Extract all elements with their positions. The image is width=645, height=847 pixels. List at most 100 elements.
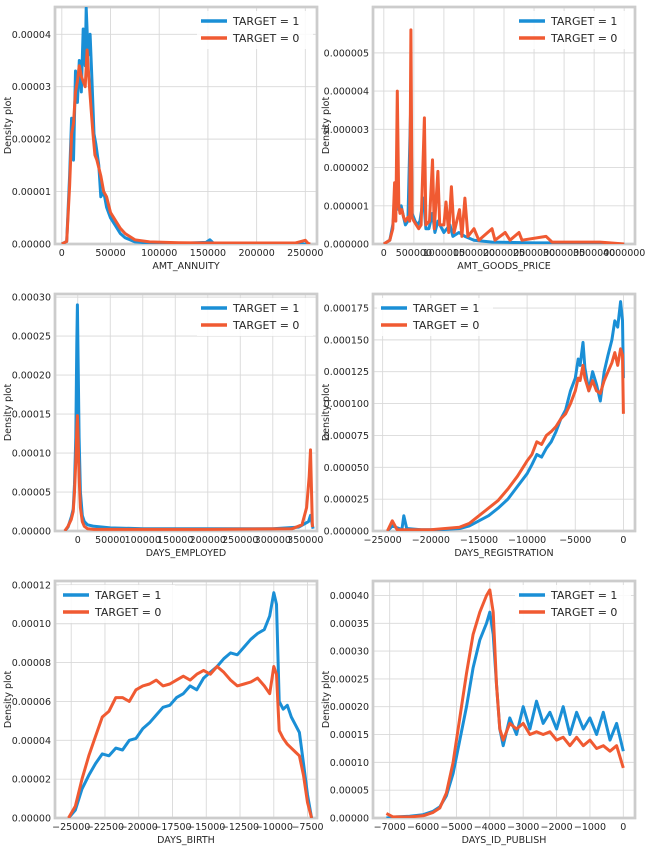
density-line: [63, 414, 314, 531]
legend: TARGET = 1 TARGET = 0: [59, 585, 175, 623]
x-axis-label: AMT_GOODS_PRICE: [457, 261, 550, 272]
plot-border: [371, 579, 637, 820]
legend: TARGET = 1 TARGET = 0: [515, 585, 631, 623]
x-tick-label: 1500000: [453, 248, 495, 259]
y-tick-label: 0.000150: [324, 335, 369, 346]
legend-box: [377, 298, 493, 336]
y-tick-label: 0.00010: [330, 758, 369, 769]
density-panel: −7000 −6000 −5000 −4000 −3000 −2000 −1000 0 0.00…: [321, 579, 637, 846]
y-tick-label: 0.00000: [12, 240, 51, 251]
legend-entry: TARGET = 1: [232, 15, 299, 28]
density-panel: 0 50000 1000001500002000002500003000003500…: [3, 293, 323, 559]
y-tick-label: 0.00015: [12, 410, 51, 421]
legend-entry: TARGET = 1: [550, 15, 617, 28]
y-axis-label: Density plot: [3, 671, 14, 729]
x-tick-label: −25000: [52, 822, 90, 833]
x-tick-label: −15000: [187, 822, 225, 833]
y-tick-label: 0.00025: [12, 332, 51, 343]
x-axis-label: DAYS_BIRTH: [157, 835, 215, 846]
x-tick-label: 250000: [222, 535, 258, 546]
x-axis-label: DAYS_EMPLOYED: [146, 548, 226, 559]
y-axis-label: Density plot: [321, 97, 332, 155]
legend-entry: TARGET = 0: [550, 606, 617, 619]
y-tick-label: 0.000175: [324, 304, 369, 315]
y-tick-label: 0.000002: [324, 163, 369, 174]
legend-entry: TARGET = 1: [550, 589, 617, 602]
plot-border: [53, 292, 319, 533]
x-tick-label: 150000: [157, 535, 193, 546]
legend-box: [59, 585, 175, 623]
y-tick-label: 0.00005: [12, 488, 51, 499]
y-tick-label: 0.00010: [12, 449, 51, 460]
legend-entry: TARGET = 0: [94, 606, 161, 619]
x-tick-label: 250000: [287, 248, 323, 259]
density-line: [67, 591, 314, 818]
x-tick-label: 0: [75, 535, 81, 546]
legend: TARGET = 1 TARGET = 0: [515, 11, 631, 49]
y-tick-label: 0.00004: [12, 30, 51, 41]
legend: TARGET = 1 TARGET = 0: [377, 298, 493, 336]
y-tick-label: 0.000075: [324, 431, 369, 442]
x-tick-label: 0: [620, 535, 626, 546]
legend: TARGET = 1 TARGET = 0: [197, 298, 313, 336]
y-tick-label: 0.000001: [324, 201, 369, 212]
x-tick-label: 3500000: [573, 248, 615, 259]
y-tick-label: 0.000000: [324, 240, 369, 251]
y-tick-label: 0.00020: [330, 702, 369, 713]
x-tick-label: 500000: [396, 248, 432, 259]
x-tick-label: 0: [620, 822, 626, 833]
x-tick-label: −1000: [574, 822, 606, 833]
plot-border: [371, 5, 637, 246]
y-tick-label: 0.00003: [12, 82, 51, 93]
y-tick-label: 0.000003: [324, 125, 369, 136]
y-tick-label: 0.000025: [324, 495, 369, 506]
x-tick-label: 100000: [125, 535, 161, 546]
x-tick-label: −2000: [540, 822, 572, 833]
y-tick-label: 0.00005: [330, 786, 369, 797]
legend-entry: TARGET = 0: [550, 32, 617, 45]
x-tick-label: −20000: [412, 535, 450, 546]
x-tick-label: −10000: [255, 822, 293, 833]
y-axis-label: Density plot: [321, 671, 332, 729]
x-tick-label: 100000: [141, 248, 177, 259]
y-tick-label: 0.00010: [12, 619, 51, 630]
y-axis-label: Density plot: [321, 384, 332, 442]
density-panel: −25000 −20000 −15000 −10000 −5000 0 0.000000 0.…: [321, 292, 637, 559]
x-tick-label: 200000: [190, 535, 226, 546]
density-line: [382, 28, 625, 244]
x-tick-label: 2500000: [513, 248, 555, 259]
y-tick-label: 0.00008: [12, 658, 51, 669]
density-line: [61, 48, 311, 244]
y-tick-label: 0.00035: [330, 619, 369, 630]
y-tick-label: 0.000004: [324, 87, 369, 98]
x-tick-label: −7000: [374, 822, 406, 833]
y-tick-label: 0.00000: [12, 527, 51, 538]
x-tick-label: 0: [59, 248, 65, 259]
legend-entry: TARGET = 0: [232, 319, 299, 332]
x-tick-label: −25000: [364, 535, 402, 546]
x-tick-label: −12500: [221, 822, 259, 833]
x-tick-label: 2000000: [483, 248, 525, 259]
x-tick-label: −3000: [507, 822, 539, 833]
legend-entry: TARGET = 0: [412, 319, 479, 332]
y-tick-label: 0.00000: [330, 814, 369, 825]
x-tick-label: 4000000: [603, 248, 645, 259]
x-tick-label: −17500: [153, 822, 191, 833]
y-tick-label: 0.00000: [12, 814, 51, 825]
y-tick-label: 0.00012: [12, 580, 51, 591]
legend-box: [515, 11, 631, 49]
y-tick-label: 0.00002: [12, 135, 51, 146]
density-line: [67, 665, 314, 818]
legend-box: [197, 298, 313, 336]
x-tick-label: 0: [381, 248, 387, 259]
y-tick-label: 0.00025: [330, 674, 369, 685]
y-tick-label: 0.00002: [12, 775, 51, 786]
x-tick-label: 350000: [287, 535, 323, 546]
y-tick-label: 0.00030: [330, 647, 369, 658]
plot-border: [53, 579, 319, 820]
density-panel: 0 500000100000015000002000000250000030000…: [321, 5, 645, 272]
x-tick-label: −20000: [120, 822, 158, 833]
legend: TARGET = 1 TARGET = 0: [197, 11, 313, 49]
y-tick-label: 0.00004: [12, 736, 51, 747]
